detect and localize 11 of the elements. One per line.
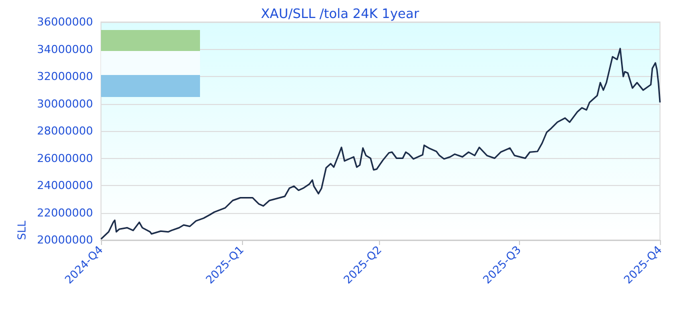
y-tick-label: 22000000 [37,206,93,220]
y-tick-label: 26000000 [37,152,93,165]
chart-title: XAU/SLL /tola 24K 1year [260,7,420,22]
y-tick-label: 30000000 [37,97,93,110]
y-tick-label: 24000000 [37,179,93,192]
y-tick-label: 32000000 [37,70,93,83]
y-tick-label: 28000000 [37,124,93,138]
y-tick-label: 34000000 [37,42,93,56]
y-tick-label: 20000000 [37,234,93,246]
y-axis-title: SLL [16,220,28,240]
y-tick-label: 36000000 [37,16,93,28]
